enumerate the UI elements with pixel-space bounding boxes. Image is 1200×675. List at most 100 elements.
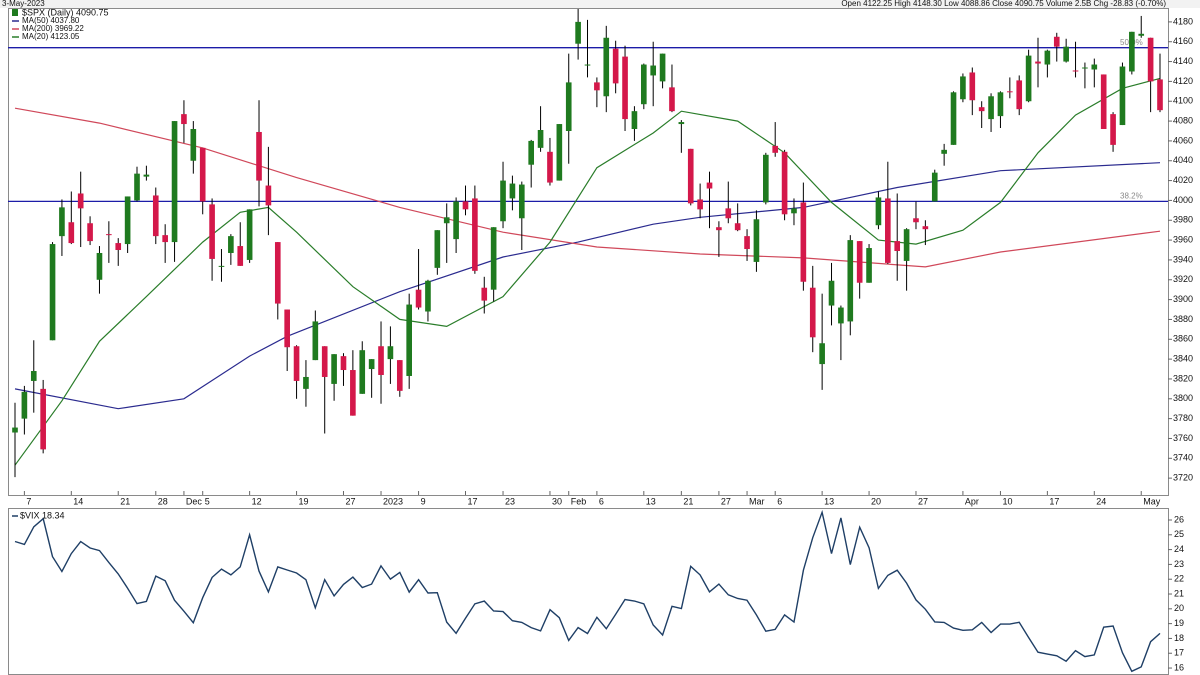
x-tick-label: 6 (777, 496, 782, 506)
y-tick-label: 25 (1174, 529, 1184, 539)
candle-body (669, 87, 675, 112)
x-tick-label: 21 (120, 496, 130, 506)
candle-body (406, 304, 412, 376)
x-tick-label: 12 (252, 496, 262, 506)
x-tick-label: 27 (721, 496, 731, 506)
candle-body (77, 193, 84, 209)
vix-panel (8, 508, 1169, 675)
header-date: 3-May-2023 (2, 0, 45, 8)
candle-body (1157, 79, 1163, 111)
legend-icon (12, 9, 18, 16)
price-panel (8, 8, 1169, 496)
candle-body (1110, 114, 1116, 145)
y-tick-label: 4020 (1173, 175, 1193, 185)
candle-body (537, 129, 544, 148)
legend-label: MA(20) 4123.05 (22, 32, 80, 41)
y-tick-label: 3800 (1173, 393, 1193, 403)
candle-body (106, 234, 112, 236)
candle-body (687, 148, 694, 204)
candle-body (941, 149, 947, 154)
candle-body (781, 151, 788, 215)
y-tick-label: 4100 (1173, 96, 1193, 106)
candle-body (978, 107, 985, 112)
x-tick-label: 10 (1002, 496, 1012, 506)
candle-body (678, 122, 685, 125)
candle-body (303, 376, 309, 389)
candle-body (988, 96, 994, 120)
legend-label: MA(200) 3969.22 (22, 24, 84, 33)
candle-body (218, 265, 225, 267)
candle-body (819, 343, 825, 365)
candle-body (1053, 36, 1060, 47)
candle-body (434, 230, 441, 268)
y-tick-label: 24 (1174, 544, 1184, 554)
candle-body (1100, 74, 1107, 130)
candle-body (791, 208, 797, 214)
candle-body (30, 371, 37, 381)
header-bar (0, 0, 1200, 8)
candle-body (969, 72, 976, 101)
candle-body (706, 182, 713, 189)
x-tick-label: 24 (1096, 496, 1106, 506)
candle-body (396, 360, 403, 391)
candle-body (209, 204, 215, 259)
candle-body (378, 346, 384, 375)
y-tick-label: 3960 (1173, 234, 1193, 244)
candle-body (509, 183, 516, 199)
level-label: 38.2% (1120, 192, 1143, 201)
candle-body (425, 280, 431, 312)
candle-body (481, 287, 488, 301)
candle-body (838, 307, 844, 324)
price-layer: 3720 3740 3760 3780 3800 3820 3840 3860 3880 3900… (8, 8, 1193, 506)
candle-body (1007, 91, 1013, 93)
candle-body (828, 280, 835, 306)
candle-body (68, 222, 75, 244)
x-tick-label: 27 (918, 496, 928, 506)
x-tick-label: 17 (1049, 496, 1059, 506)
legend-title: $SPX (Daily) 4090.75 (22, 7, 109, 17)
candle-body (763, 154, 769, 203)
candle-body (612, 48, 619, 84)
y-tick-label: 3860 (1173, 334, 1193, 344)
x-tick-label: Feb (571, 496, 587, 506)
candle-body (443, 217, 450, 224)
y-tick-label: 19 (1174, 618, 1184, 628)
candle-body (744, 236, 750, 250)
candle-body (152, 195, 159, 237)
candle-body (1035, 61, 1041, 64)
y-tick-label: 3740 (1173, 453, 1193, 463)
y-tick-label: 3820 (1173, 373, 1193, 383)
y-tick-label: 22 (1174, 574, 1184, 584)
candle-body (931, 172, 938, 202)
candle-body (875, 197, 882, 226)
candle-body (894, 241, 901, 252)
candle-body (594, 82, 600, 91)
candle-body (190, 129, 197, 161)
candle-body (650, 65, 657, 76)
y-tick-label: 18 (1174, 633, 1184, 643)
candle-body (903, 229, 910, 261)
y-tick-label: 3720 (1173, 473, 1193, 483)
y-tick-label: 3920 (1173, 274, 1193, 284)
x-tick-label: 9 (421, 496, 426, 506)
candle-body (866, 248, 872, 283)
candle-body (162, 235, 168, 243)
y-tick-label: 4080 (1173, 115, 1193, 125)
x-tick-label: 27 (345, 496, 355, 506)
x-tick-label: 2023 (383, 496, 403, 506)
y-tick-label: 4160 (1173, 36, 1193, 46)
x-tick-label: 13 (646, 496, 656, 506)
candle-body (350, 370, 356, 416)
candle-body (1147, 37, 1154, 82)
candle-body (59, 207, 65, 237)
candle-body (575, 21, 581, 44)
candle-body (556, 124, 563, 181)
candle-body (518, 184, 525, 219)
candle-body (312, 321, 319, 361)
candle-body (462, 201, 469, 210)
candle-body (584, 64, 591, 66)
y-tick-label: 4120 (1173, 76, 1193, 86)
candle-body (181, 114, 187, 125)
